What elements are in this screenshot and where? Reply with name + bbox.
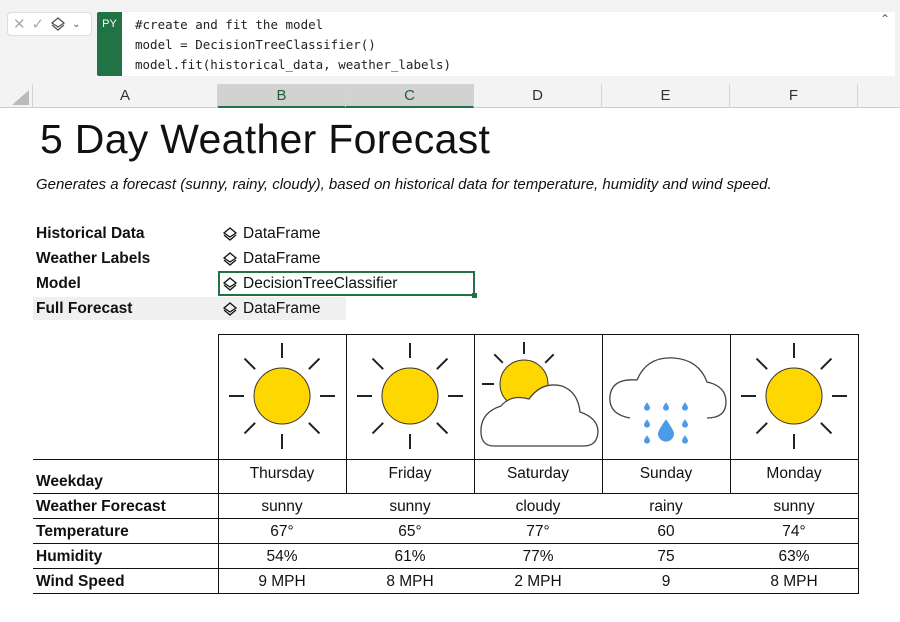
stack-icon <box>222 227 238 241</box>
label-model[interactable]: Model <box>36 275 81 292</box>
temperature-cell[interactable]: 77° <box>526 523 550 540</box>
forecast-cell[interactable]: rainy <box>649 498 683 515</box>
grid-line <box>33 518 859 519</box>
humidity-cell[interactable]: 54% <box>266 548 298 565</box>
object-type: DataFrame <box>243 250 321 267</box>
wind-speed-cell[interactable]: 8 MPH <box>770 573 818 590</box>
forecast-cell[interactable]: sunny <box>389 498 431 515</box>
humidity-cell[interactable]: 63% <box>778 548 810 565</box>
grid-line <box>730 334 731 493</box>
cell-full-forecast[interactable]: DataFrame <box>222 300 321 318</box>
grid-line <box>33 568 859 569</box>
grid-line <box>33 593 859 594</box>
select-all-corner[interactable] <box>0 84 33 108</box>
grid-line <box>346 334 347 493</box>
stack-icon[interactable] <box>50 16 66 32</box>
rainy-weather-icon <box>609 357 727 444</box>
weekday-cell[interactable]: Sunday <box>639 465 693 482</box>
page-title: 5 Day Weather Forecast <box>40 116 491 162</box>
row-label-weather-forecast[interactable]: Weather Forecast <box>36 498 166 515</box>
column-headers: A B C D E F <box>0 84 900 108</box>
row-label-temperature[interactable]: Temperature <box>36 523 129 540</box>
forecast-cell[interactable]: sunny <box>773 498 815 515</box>
object-type: DecisionTreeClassifier <box>243 275 398 292</box>
row-label-weekday[interactable]: Weekday <box>36 473 103 490</box>
grid-line <box>474 334 475 493</box>
wind-speed-cell[interactable]: 9 <box>661 573 671 590</box>
forecast-cell[interactable]: sunny <box>261 498 303 515</box>
grid-line <box>33 493 859 494</box>
cloudy-weather-icon <box>480 342 599 447</box>
label-weather-labels[interactable]: Weather Labels <box>36 250 151 267</box>
stack-icon <box>222 302 238 316</box>
object-type: DataFrame <box>243 225 321 242</box>
temperature-cell[interactable]: 65° <box>398 523 422 540</box>
label-historical-data[interactable]: Historical Data <box>36 225 145 242</box>
grid-line <box>218 334 219 594</box>
temperature-cell[interactable]: 74° <box>782 523 806 540</box>
cell-model[interactable]: DecisionTreeClassifier <box>222 275 397 293</box>
cell-historical-data[interactable]: DataFrame <box>222 225 321 243</box>
weekday-cell[interactable]: Saturday <box>506 465 570 482</box>
grid-line <box>602 334 603 493</box>
sunny-weather-icon <box>229 343 335 449</box>
full-forecast-highlight <box>33 297 346 320</box>
wind-speed-cell[interactable]: 8 MPH <box>386 573 434 590</box>
weekday-cell[interactable]: Thursday <box>249 465 315 482</box>
wind-speed-cell[interactable]: 9 MPH <box>258 573 306 590</box>
chevron-down-icon[interactable]: ⌄ <box>72 18 81 30</box>
sunny-weather-icon <box>741 343 847 449</box>
grid-line <box>218 334 859 335</box>
cell-weather-labels[interactable]: DataFrame <box>222 250 321 268</box>
weekday-cell[interactable]: Friday <box>388 465 432 482</box>
corner-triangle-icon <box>12 90 29 105</box>
grid-line <box>858 334 859 594</box>
column-header-e[interactable]: E <box>602 84 730 108</box>
humidity-cell[interactable]: 61% <box>394 548 426 565</box>
grid-line <box>33 459 859 460</box>
sunny-weather-icon <box>357 343 463 449</box>
stack-icon <box>222 277 238 291</box>
python-badge: PY <box>97 12 122 76</box>
stack-icon <box>222 252 238 266</box>
column-header-a[interactable]: A <box>33 84 218 108</box>
row-label-wind-speed[interactable]: Wind Speed <box>36 573 125 590</box>
column-header-d[interactable]: D <box>474 84 602 108</box>
subtitle: Generates a forecast (sunny, rainy, clou… <box>36 176 772 193</box>
temperature-cell[interactable]: 67° <box>270 523 294 540</box>
row-label-humidity[interactable]: Humidity <box>36 548 103 565</box>
column-header-b[interactable]: B <box>218 84 346 108</box>
humidity-cell[interactable]: 77% <box>522 548 554 565</box>
collapse-formula-bar-icon[interactable]: ⌃ <box>879 12 890 26</box>
weekday-cell[interactable]: Monday <box>766 465 822 482</box>
fill-handle[interactable] <box>472 293 477 298</box>
column-header-f[interactable]: F <box>730 84 858 108</box>
grid-line <box>33 543 859 544</box>
column-header-c[interactable]: C <box>346 84 474 108</box>
formula-input[interactable]: #create and fit the model model = Decisi… <box>122 12 895 76</box>
x-icon[interactable]: ✕ <box>13 16 26 33</box>
object-type: DataFrame <box>243 300 321 317</box>
temperature-cell[interactable]: 60 <box>657 523 675 540</box>
humidity-cell[interactable]: 75 <box>657 548 675 565</box>
wind-speed-cell[interactable]: 2 MPH <box>514 573 562 590</box>
selected-cell-border <box>218 271 475 296</box>
formula-controls: ✕ ✓ ⌄ <box>7 12 92 36</box>
forecast-cell[interactable]: cloudy <box>515 498 561 515</box>
label-full-forecast[interactable]: Full Forecast <box>36 300 133 317</box>
check-icon[interactable]: ✓ <box>31 16 45 33</box>
